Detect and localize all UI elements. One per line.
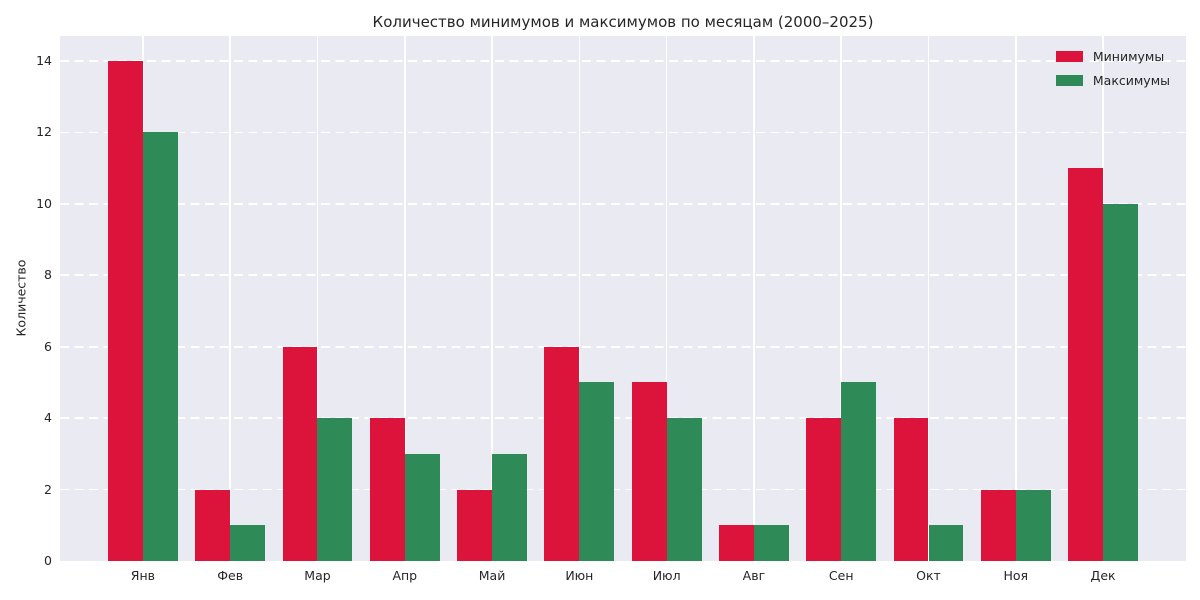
- y-gridline-14: [60, 60, 1186, 62]
- bar-minimums-3: [282, 346, 318, 561]
- bar-minimums-6: [544, 346, 580, 561]
- x-gridline-11: [1014, 36, 1017, 561]
- x-tick-label-5: Май: [478, 568, 506, 583]
- legend-swatch-icon: [1055, 75, 1083, 86]
- bar-minimums-4: [369, 418, 405, 561]
- legend-swatch-icon: [1055, 51, 1083, 62]
- y-tick-label-6: 6: [44, 338, 52, 354]
- plot-area: Минимумы Максимумы: [60, 36, 1186, 561]
- y-tick-label-0: 0: [44, 553, 52, 568]
- bar-maximums-3: [317, 418, 353, 561]
- x-tick-label-8: Авг: [742, 568, 766, 583]
- x-tick-label-7: Июл: [652, 568, 681, 583]
- legend-label: Максимумы: [1092, 73, 1170, 88]
- x-gridline-7: [665, 36, 668, 561]
- y-tick-label-2: 2: [44, 481, 52, 497]
- x-gridline-2: [229, 36, 231, 561]
- y-tick-label-8: 8: [44, 267, 52, 283]
- y-tick-label-12: 12: [36, 124, 52, 140]
- y-gridline-4: [60, 417, 1186, 420]
- bar-maximums-6: [579, 382, 615, 561]
- y-gridline-10: [60, 202, 1186, 205]
- chart-title: Количество минимумов и максимумов по мес…: [372, 13, 874, 31]
- bar-maximums-9: [841, 382, 877, 561]
- x-tick-label-1: Янв: [130, 568, 156, 583]
- x-gridline-10: [927, 36, 930, 561]
- bar-minimums-7: [631, 382, 667, 561]
- y-gridline-6: [60, 345, 1186, 348]
- bar-minimums-11: [980, 489, 1016, 561]
- bar-minimums-1: [108, 61, 143, 561]
- y-gridline-12: [60, 131, 1186, 134]
- bar-minimums-9: [806, 418, 842, 561]
- x-tick-label-2: Фев: [217, 568, 244, 583]
- bar-maximums-7: [666, 418, 702, 561]
- bar-minimums-2: [195, 489, 231, 561]
- x-tick-label-3: Мар: [304, 568, 331, 583]
- x-gridline-4: [403, 36, 406, 561]
- x-tick-label-9: Сен: [828, 568, 854, 583]
- x-gridline-5: [491, 36, 493, 561]
- bar-minimums-10: [893, 418, 929, 561]
- bar-maximums-11: [1015, 489, 1051, 561]
- x-tick-label-10: Окт: [916, 568, 941, 583]
- bar-maximums-5: [492, 453, 527, 561]
- bar-maximums-12: [1103, 203, 1138, 561]
- y-tick-label-4: 4: [44, 410, 52, 426]
- legend: Минимумы Максимумы: [1050, 45, 1176, 92]
- bar-minimums-12: [1068, 168, 1104, 561]
- x-gridline-6: [578, 36, 581, 561]
- bar-minimums-5: [457, 489, 493, 561]
- bar-maximums-10: [928, 525, 964, 561]
- y-tick-label-14: 14: [36, 53, 52, 68]
- legend-label: Минимумы: [1092, 49, 1165, 64]
- legend-row-minimums: Минимумы: [1055, 49, 1170, 64]
- x-gridline-3: [316, 36, 319, 561]
- bar-maximums-8: [753, 525, 789, 561]
- bar-minimums-8: [719, 525, 754, 561]
- x-tick-label-12: Дек: [1090, 568, 1116, 583]
- legend-row-maximums: Максимумы: [1055, 73, 1170, 88]
- bar-maximums-1: [142, 132, 178, 561]
- y-gridline-8: [60, 274, 1186, 277]
- x-gridline-8: [753, 36, 755, 561]
- x-tick-label-6: Июн: [565, 568, 594, 583]
- bar-maximums-4: [404, 453, 440, 561]
- x-gridline-1: [142, 36, 144, 561]
- y-tick-label-10: 10: [36, 195, 52, 211]
- x-gridline-9: [840, 36, 842, 561]
- bar-maximums-2: [230, 525, 266, 561]
- y-gridline-2: [60, 488, 1186, 491]
- x-tick-label-4: Апр: [392, 568, 418, 583]
- x-tick-label-11: Ноя: [1003, 568, 1029, 583]
